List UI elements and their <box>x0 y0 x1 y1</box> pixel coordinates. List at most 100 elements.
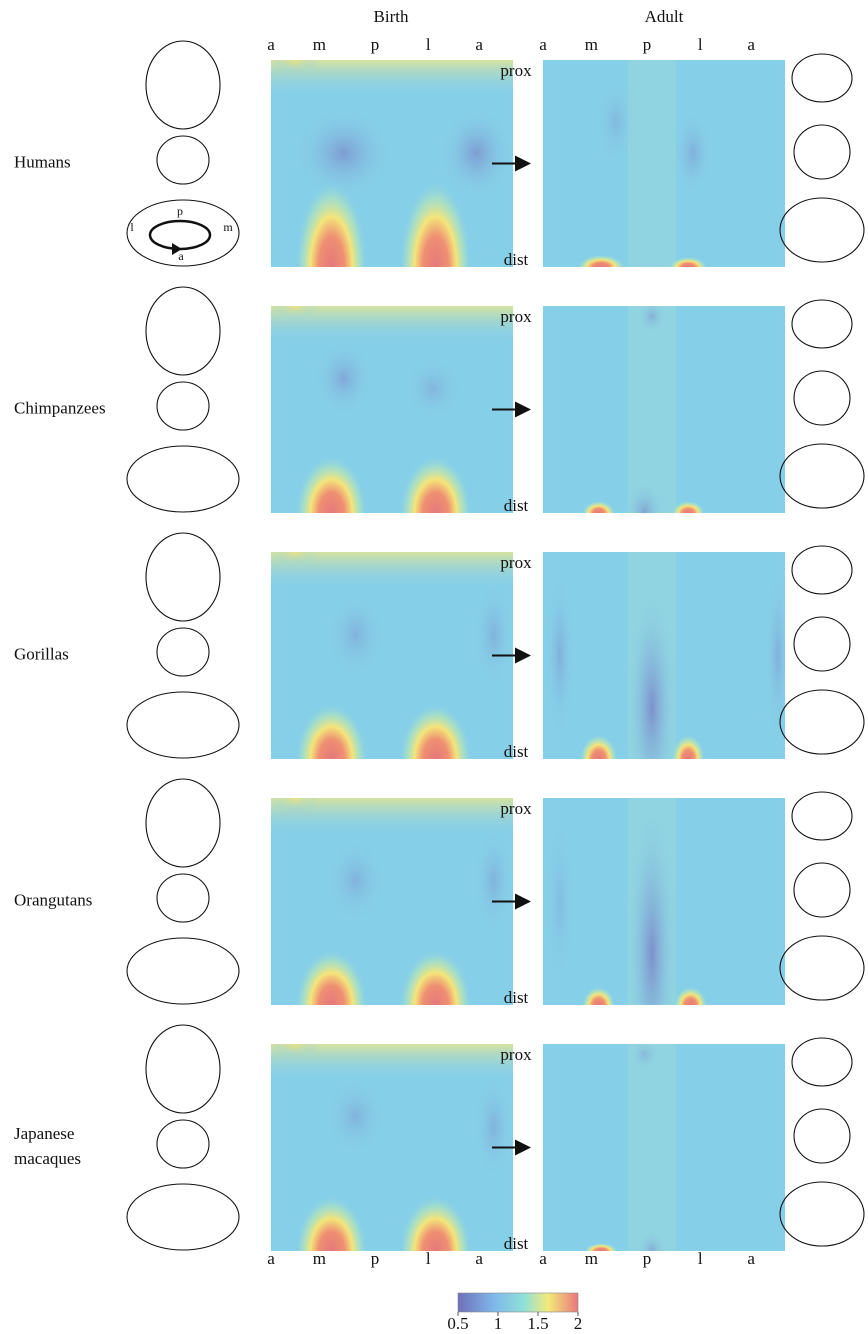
heatmap-low <box>545 573 574 739</box>
shape <box>157 382 209 430</box>
axis-letter: a <box>475 1249 483 1268</box>
section-loop <box>150 221 210 249</box>
shape <box>792 546 852 594</box>
shape <box>780 198 864 262</box>
heatmap-low <box>327 839 385 922</box>
row-label: Gorillas <box>14 644 69 663</box>
prox-label: prox <box>500 61 532 80</box>
heatmap-low <box>474 583 513 687</box>
heatmap-high <box>671 501 705 526</box>
dist-label: dist <box>504 250 529 269</box>
heatmap-high <box>295 1195 368 1307</box>
shape <box>780 1182 864 1246</box>
shape <box>794 863 850 917</box>
heatmap-low <box>766 573 790 739</box>
axis-letter: l <box>698 1249 703 1268</box>
colorbar-tick-label: 1 <box>494 1314 503 1333</box>
shape <box>146 41 220 129</box>
heatmap <box>543 300 785 544</box>
heatmap <box>271 784 513 1061</box>
shape <box>146 1025 220 1113</box>
shape <box>157 1120 209 1168</box>
heatmap-low <box>545 819 574 985</box>
heatmap-tint <box>628 306 676 513</box>
shape <box>794 1109 850 1163</box>
heatmap-high <box>671 734 705 784</box>
heatmap-low <box>637 1230 666 1271</box>
colorbar-tick-label: 1.5 <box>527 1314 548 1333</box>
section-label: p <box>177 204 183 218</box>
heatmap-warm <box>271 784 319 813</box>
heatmap-warm <box>271 538 319 567</box>
heatmap-high <box>582 986 616 1023</box>
shape <box>146 287 220 375</box>
heatmap-tint <box>628 60 676 267</box>
prox-label: prox <box>500 307 532 326</box>
axis-letter: a <box>267 1249 275 1268</box>
dist-label: dist <box>504 988 529 1007</box>
heatmap-high <box>674 986 708 1023</box>
heatmap <box>543 60 785 279</box>
heatmap-high <box>669 257 708 278</box>
shape <box>127 938 239 1004</box>
axis-letter: a <box>539 35 547 54</box>
heatmap-low <box>628 593 676 821</box>
axis-letter: m <box>585 35 598 54</box>
shape <box>792 1038 852 1086</box>
heatmap-high <box>582 501 616 526</box>
prox-label: prox <box>500 799 532 818</box>
axis-letter: l <box>426 35 431 54</box>
section-label: l <box>130 220 134 234</box>
heatmap-high <box>399 1195 472 1307</box>
shape <box>157 136 209 184</box>
heatmap <box>271 292 513 571</box>
row-label: Japanese <box>14 1124 74 1143</box>
heatmap-low <box>440 108 513 199</box>
shape <box>127 692 239 758</box>
axis-letter: p <box>371 35 380 54</box>
axis-letter: m <box>313 1249 326 1268</box>
heatmap-tint <box>628 1044 676 1251</box>
axis-letter: a <box>747 1249 755 1268</box>
shape <box>157 874 209 922</box>
shape <box>794 617 850 671</box>
axis-letter: a <box>475 35 483 54</box>
axis-letter: a <box>267 35 275 54</box>
heatmap-low <box>637 300 666 333</box>
column-title: Adult <box>645 7 684 26</box>
heatmap <box>543 1038 785 1272</box>
row-label: Chimpanzees <box>14 398 106 417</box>
shape <box>794 371 850 425</box>
heatmap <box>271 538 513 815</box>
heatmap-warm <box>271 1030 319 1059</box>
dist-label: dist <box>504 496 529 515</box>
shape <box>780 690 864 754</box>
row-label: Humans <box>14 152 71 171</box>
shape <box>792 792 852 840</box>
shape <box>146 533 220 621</box>
axis-letter: l <box>426 1249 431 1268</box>
prox-label: prox <box>500 553 532 572</box>
axis-letter: a <box>747 35 755 54</box>
shape <box>146 779 220 867</box>
heatmap-low <box>315 341 373 416</box>
heatmap-low <box>474 829 513 933</box>
shape <box>780 936 864 1000</box>
heatmap-low <box>404 358 462 420</box>
heatmap-high <box>577 255 625 280</box>
prox-label: prox <box>500 1045 532 1064</box>
heatmap-low <box>295 108 392 199</box>
colorbar-tick-label: 0.5 <box>447 1314 468 1333</box>
axis-letter: p <box>371 1249 380 1268</box>
heatmap-low <box>625 482 664 544</box>
shape <box>794 125 850 179</box>
axis-letter: l <box>698 35 703 54</box>
shape <box>127 1184 239 1250</box>
heatmap-warm <box>271 292 319 321</box>
axis-letter: p <box>643 35 652 54</box>
row-label: macaques <box>14 1149 81 1168</box>
figure: Birth Adult HumansproxdistChimpanzeespro… <box>0 0 868 1334</box>
section-label: m <box>223 220 233 234</box>
axis-letter: m <box>313 35 326 54</box>
dist-label: dist <box>504 742 529 761</box>
